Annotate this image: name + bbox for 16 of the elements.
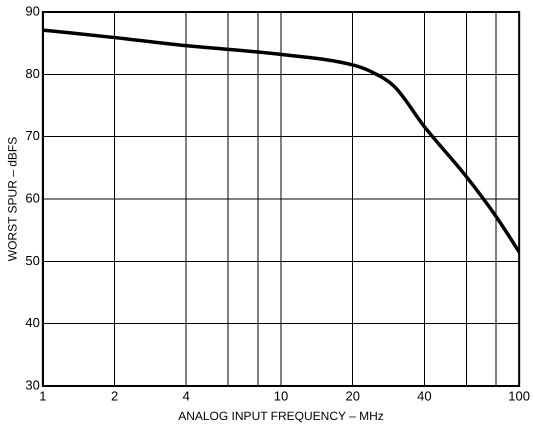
x-axis-title: ANALOG INPUT FREQUENCY – MHz <box>178 409 384 424</box>
y-tick-label: 90 <box>25 4 40 19</box>
x-tick-label: 1 <box>39 388 46 404</box>
x-tick-label: 4 <box>182 388 190 404</box>
x-tick-label: 2 <box>110 388 118 404</box>
y-tick-label: 60 <box>25 190 40 206</box>
y-tick-label: 70 <box>25 128 40 144</box>
x-tick-label: 10 <box>274 388 288 404</box>
y-tick-label: 50 <box>25 252 40 268</box>
x-tick-label: 100 <box>508 388 530 404</box>
x-tick-label: 20 <box>345 388 360 404</box>
y-tick-label: 40 <box>25 315 40 330</box>
y-tick-label: 30 <box>25 378 40 393</box>
y-axis-title: WORST SPUR – dBFS <box>6 136 20 262</box>
x-tick-label: 40 <box>417 388 432 404</box>
y-tick-label: 80 <box>25 66 40 81</box>
